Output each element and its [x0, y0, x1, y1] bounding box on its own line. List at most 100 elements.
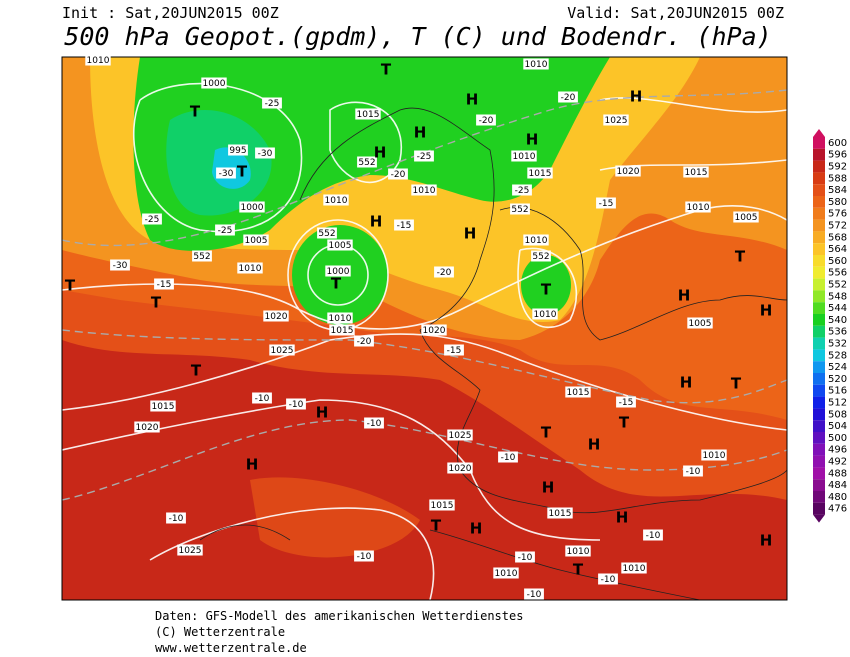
label-box: [532, 308, 558, 320]
colorbar-label: 496: [828, 445, 847, 456]
colorbar-label: 532: [828, 339, 847, 350]
colorbar-label: 488: [828, 468, 847, 479]
colorbar-cell: [813, 337, 825, 350]
geopotential-label: 552: [511, 205, 528, 215]
isobar-label: 1005: [329, 241, 352, 251]
label-box: [388, 168, 408, 180]
pressure-center: H: [414, 124, 427, 142]
label-box: [215, 224, 235, 236]
colorbar-cell: [813, 314, 825, 326]
isotherm-label: -10: [501, 453, 516, 463]
pressure-center: H: [370, 213, 383, 231]
pressure-center: T: [65, 277, 76, 295]
pressure-center: T: [431, 517, 442, 535]
pressure-center: H: [760, 532, 773, 550]
label-box: [596, 197, 616, 209]
colorbar-cell: [813, 443, 825, 456]
isotherm-label: -20: [357, 337, 372, 347]
colorbar-cell: [813, 420, 825, 432]
colorbar-label: 572: [828, 221, 847, 232]
pressure-center: H: [526, 131, 539, 149]
isobar-label: 1025: [271, 346, 294, 356]
colorbar-cell: [813, 196, 825, 208]
label-box: [317, 227, 337, 239]
isobar-label: 1015: [331, 326, 354, 336]
pressure-center: H: [464, 225, 477, 243]
label-box: [523, 58, 549, 70]
isobar-label: 1000: [241, 203, 264, 213]
colorbar-cell: [813, 479, 825, 491]
label-box: [683, 465, 703, 477]
isobar-label: 1015: [152, 402, 175, 412]
isotherm-label: -10: [289, 400, 304, 410]
label-box: [154, 278, 174, 290]
pressure-center: H: [466, 91, 479, 109]
label-box: [110, 259, 130, 271]
colorbar-label: 580: [828, 197, 847, 208]
isobar-label: 1010: [325, 196, 348, 206]
colorbar-label: 588: [828, 173, 847, 184]
pressure-center: T: [541, 281, 552, 299]
colorbar-cell: [813, 432, 825, 444]
colorbar-label: 508: [828, 409, 847, 420]
isotherm-label: -10: [255, 394, 270, 404]
isobar-label: 1020: [136, 423, 159, 433]
pressure-center: T: [619, 414, 630, 432]
label-box: [286, 398, 306, 410]
isobar-label: 1010: [567, 547, 590, 557]
isotherm-label: -10: [646, 531, 661, 541]
isotherm-label: -20: [479, 116, 494, 126]
isotherm-label: -25: [417, 152, 432, 162]
isobar-label: 1005: [735, 213, 758, 223]
isobar-label: 1005: [245, 236, 268, 246]
colorbar-cell: [813, 325, 825, 338]
pressure-center: T: [191, 362, 202, 380]
pressure-center: H: [542, 479, 555, 497]
label-box: [510, 203, 530, 215]
pressure-center: T: [151, 294, 162, 312]
isobar-label: 1000: [203, 79, 226, 89]
isobar-label: 1020: [423, 326, 446, 336]
isotherm-label: -15: [157, 280, 172, 290]
label-box: [434, 266, 454, 278]
colorbar-cell: [813, 148, 825, 161]
colorbar-label: 540: [828, 315, 847, 326]
label-box: [511, 150, 537, 162]
label-box: [394, 219, 414, 231]
isobar-label: 1015: [529, 169, 552, 179]
colorbar-cell: [813, 467, 825, 480]
colorbar-cell: [813, 219, 825, 232]
colorbar-label: 552: [828, 280, 847, 291]
pressure-center: H: [760, 302, 773, 320]
colorbar-label: 512: [828, 398, 847, 409]
label-box: [512, 184, 532, 196]
isobar-label: 1010: [525, 60, 548, 70]
isobar-label: 1025: [179, 546, 202, 556]
label-box: [255, 147, 275, 159]
colorbar-bottom-arrow: [813, 514, 825, 523]
label-box: [621, 562, 647, 574]
label-box: [515, 551, 535, 563]
colorbar-label: 544: [828, 303, 847, 314]
isobar-label: 1025: [605, 116, 628, 126]
colorbar-cell: [813, 502, 825, 515]
colorbar-cell: [813, 137, 825, 149]
pressure-center: T: [331, 275, 342, 293]
label-box: [262, 97, 282, 109]
label-box: [85, 54, 111, 66]
label-box: [355, 108, 381, 120]
colorbar-label: 504: [828, 421, 847, 432]
colorbar-cell: [813, 302, 825, 314]
label-box: [166, 512, 186, 524]
label-box: [733, 211, 759, 223]
colorbar-label: 564: [828, 244, 847, 255]
valid-time: Valid: Sat,20JUN2015 00Z: [567, 4, 784, 22]
isobar-label: 1005: [689, 319, 712, 329]
isotherm-label: -15: [397, 221, 412, 231]
label-box: [192, 250, 212, 262]
label-box: [201, 77, 227, 89]
isotherm-label: -20: [391, 170, 406, 180]
colorbar-cell: [813, 231, 825, 244]
isobar-label: 1015: [567, 388, 590, 398]
